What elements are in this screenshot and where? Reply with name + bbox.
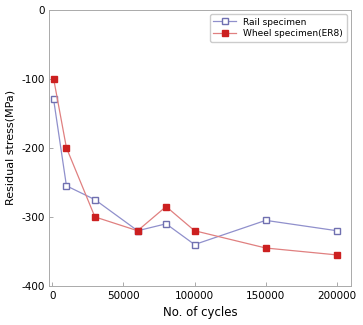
Rail specimen	[135, 229, 140, 233]
Wheel specimen(ER8)	[335, 253, 339, 257]
Rail specimen	[93, 198, 97, 202]
Wheel specimen(ER8)	[264, 246, 268, 250]
Rail specimen	[52, 98, 56, 101]
Wheel specimen(ER8)	[52, 77, 56, 81]
Rail specimen	[264, 218, 268, 222]
Wheel specimen(ER8)	[135, 229, 140, 233]
Legend: Rail specimen, Wheel specimen(ER8): Rail specimen, Wheel specimen(ER8)	[210, 14, 347, 42]
X-axis label: No. of cycles: No. of cycles	[163, 306, 237, 319]
Y-axis label: Residual stress(MPa): Residual stress(MPa)	[5, 90, 16, 205]
Line: Wheel specimen(ER8): Wheel specimen(ER8)	[50, 75, 340, 258]
Line: Rail specimen: Rail specimen	[50, 96, 340, 248]
Rail specimen	[164, 222, 168, 226]
Wheel specimen(ER8)	[192, 229, 197, 233]
Rail specimen	[64, 184, 69, 188]
Rail specimen	[192, 242, 197, 246]
Wheel specimen(ER8)	[164, 205, 168, 209]
Rail specimen	[335, 229, 339, 233]
Wheel specimen(ER8)	[93, 215, 97, 219]
Wheel specimen(ER8)	[64, 146, 69, 150]
